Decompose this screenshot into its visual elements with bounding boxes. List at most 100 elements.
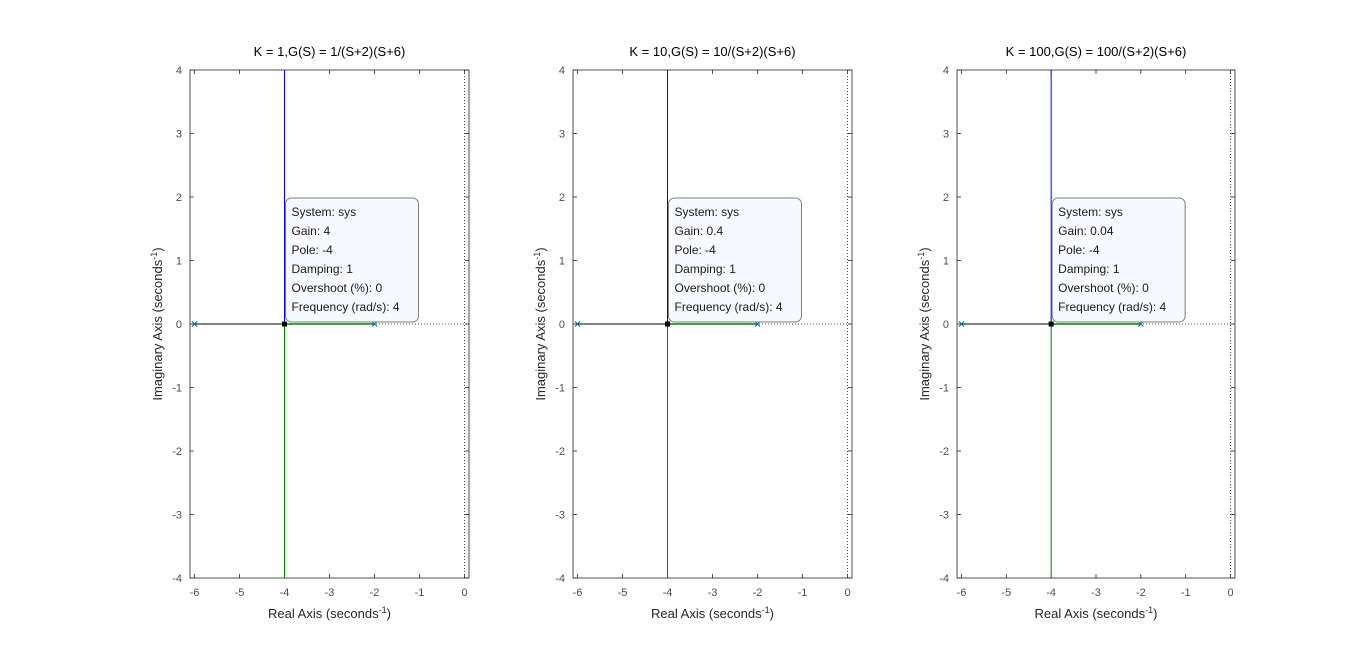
chart-title: K = 1,G(S) = 1/(S+2)(S+6) (254, 44, 406, 59)
y-tick-label: -4 (555, 573, 565, 585)
y-tick-label: 1 (943, 256, 949, 268)
datatip-box (668, 197, 802, 323)
x-tick-label: -6 (957, 587, 967, 599)
x-axis-label: Real Axis (seconds-1) (1035, 605, 1158, 621)
datatip-box (1051, 197, 1186, 323)
x-tick-label: -5 (618, 587, 628, 599)
datatip-line: Gain: 0.4 (675, 224, 724, 238)
chart-panel-2: -6 -5 -4 -3 -2 -1 0 -4 -3 -2 -1 0 1 2 3 4 System: sys Gai… (532, 44, 853, 621)
y-tick-label: 1 (559, 256, 565, 268)
y-tick-label: -1 (939, 383, 949, 395)
datatip-line: Damping: 1 (292, 262, 354, 276)
y-tick-label: 0 (943, 319, 949, 331)
y-axis-label: Imaginary Axis (seconds-1) (149, 247, 165, 400)
datatip-line: Frequency (rad/s): 4 (675, 300, 783, 314)
y-tick-label: 4 (943, 65, 949, 77)
x-tick-label: 0 (461, 587, 467, 599)
y-tick-label: -3 (555, 510, 565, 522)
y-tick-label: 1 (176, 256, 182, 268)
y-tick-label: -4 (939, 573, 949, 585)
y-axis-label-close: ) (150, 247, 165, 251)
x-tick-label: -3 (1091, 587, 1101, 599)
y-tick-label: -1 (172, 383, 182, 395)
x-tick-label: -4 (280, 587, 290, 599)
y-tick-label: -2 (172, 446, 182, 458)
datatip-line: Overshoot (%): 0 (1058, 281, 1149, 295)
y-tick-label: 0 (176, 319, 182, 331)
selected-point-marker[interactable] (282, 321, 287, 327)
datatip-line: System: sys (292, 205, 357, 219)
y-tick-label: 0 (559, 319, 565, 331)
y-axis-label-superscript: -1 (149, 252, 159, 260)
y-tick-label: 3 (943, 129, 949, 141)
x-axis-label-close: ) (770, 606, 774, 621)
open-loop-pole-marker (191, 321, 198, 327)
x-tick-label: -5 (235, 587, 245, 599)
datatip-line: System: sys (675, 205, 740, 219)
datatip-line: Overshoot (%): 0 (675, 281, 766, 295)
open-loop-pole-marker (958, 321, 965, 327)
x-tick-label: -3 (325, 587, 335, 599)
y-tick-label: -1 (555, 383, 565, 395)
chart-title: K = 100,G(S) = 100/(S+2)(S+6) (1006, 44, 1187, 59)
y-tick-label: 2 (943, 192, 949, 204)
x-tick-label: -2 (1136, 587, 1146, 599)
datatip-line: Frequency (rad/s): 4 (1058, 300, 1166, 314)
chart-panel-3: -6 -5 -4 -3 -2 -1 0 -4 -3 -2 -1 0 1 2 3 4 System: sys Gai… (916, 44, 1236, 621)
datatip-line: System: sys (1058, 205, 1123, 219)
datatip-line: Overshoot (%): 0 (292, 281, 383, 295)
y-tick-label: 2 (176, 192, 182, 204)
y-axis-label-superscript: -1 (916, 252, 926, 260)
selected-point-marker[interactable] (665, 321, 670, 327)
y-tick-label: -3 (172, 510, 182, 522)
x-tick-label: -2 (753, 587, 763, 599)
y-tick-label: 2 (559, 192, 565, 204)
pole-marker-stroke (958, 321, 965, 327)
datatip-line: Pole: -4 (292, 243, 334, 257)
x-tick-label: -1 (1181, 587, 1191, 599)
datatip-line: Damping: 1 (675, 262, 737, 276)
y-axis-label: Imaginary Axis (seconds-1) (532, 247, 548, 400)
datatip-line: Pole: -4 (675, 243, 717, 257)
x-tick-label: -4 (663, 587, 673, 599)
x-tick-label: -5 (1001, 587, 1011, 599)
x-axis-label-superscript: -1 (379, 605, 387, 615)
datatip[interactable]: System: sys Gain: 0.04 Pole: -4 Damping: 1 O… (1051, 197, 1186, 323)
datatip-line: Damping: 1 (1058, 262, 1120, 276)
y-tick-label: 3 (559, 129, 565, 141)
selected-point-marker[interactable] (1048, 321, 1054, 327)
datatip[interactable]: System: sys Gain: 0.4 Pole: -4 Damping: 1 Ov… (668, 197, 802, 323)
pole-marker-stroke (191, 321, 198, 327)
x-axis-label-close: ) (1153, 606, 1157, 621)
y-tick-label: -3 (939, 510, 949, 522)
datatip-line: Pole: -4 (1058, 243, 1100, 257)
datatip-line: Gain: 4 (292, 224, 331, 238)
x-axis-label: Real Axis (seconds-1) (268, 605, 391, 621)
open-loop-pole-marker (574, 321, 581, 327)
y-axis-label: Imaginary Axis (seconds-1) (916, 247, 932, 400)
pole-marker-stroke (574, 321, 581, 327)
x-tick-label: -2 (370, 587, 380, 599)
y-axis-label-close: ) (533, 247, 548, 251)
datatip[interactable]: System: sys Gain: 4 Pole: -4 Damping: 1 Over… (285, 197, 419, 323)
y-axis-label-close: ) (917, 247, 932, 251)
datatip-line: Frequency (rad/s): 4 (292, 300, 400, 314)
x-axis-label: Real Axis (seconds-1) (651, 605, 774, 621)
x-tick-label: -1 (798, 587, 808, 599)
y-axis-label-superscript: -1 (532, 252, 542, 260)
x-tick-label: -1 (415, 587, 425, 599)
y-tick-label: -4 (172, 573, 182, 585)
y-tick-label: 4 (559, 65, 565, 77)
chart-title: K = 10,G(S) = 10/(S+2)(S+6) (629, 44, 795, 59)
chart-panel-1: -6 -5 -4 -3 -2 -1 0 -4 -3 -2 -1 0 1 2 3 4 System: sys Gai… (149, 44, 470, 621)
datatip-box (285, 197, 419, 323)
y-tick-label: 3 (176, 129, 182, 141)
y-tick-label: -2 (939, 446, 949, 458)
x-tick-label: -3 (708, 587, 718, 599)
x-tick-label: -4 (1046, 587, 1056, 599)
y-tick-label: -2 (555, 446, 565, 458)
x-tick-label: -6 (573, 587, 583, 599)
x-tick-label: 0 (1227, 587, 1233, 599)
x-axis-label-superscript: -1 (762, 605, 770, 615)
